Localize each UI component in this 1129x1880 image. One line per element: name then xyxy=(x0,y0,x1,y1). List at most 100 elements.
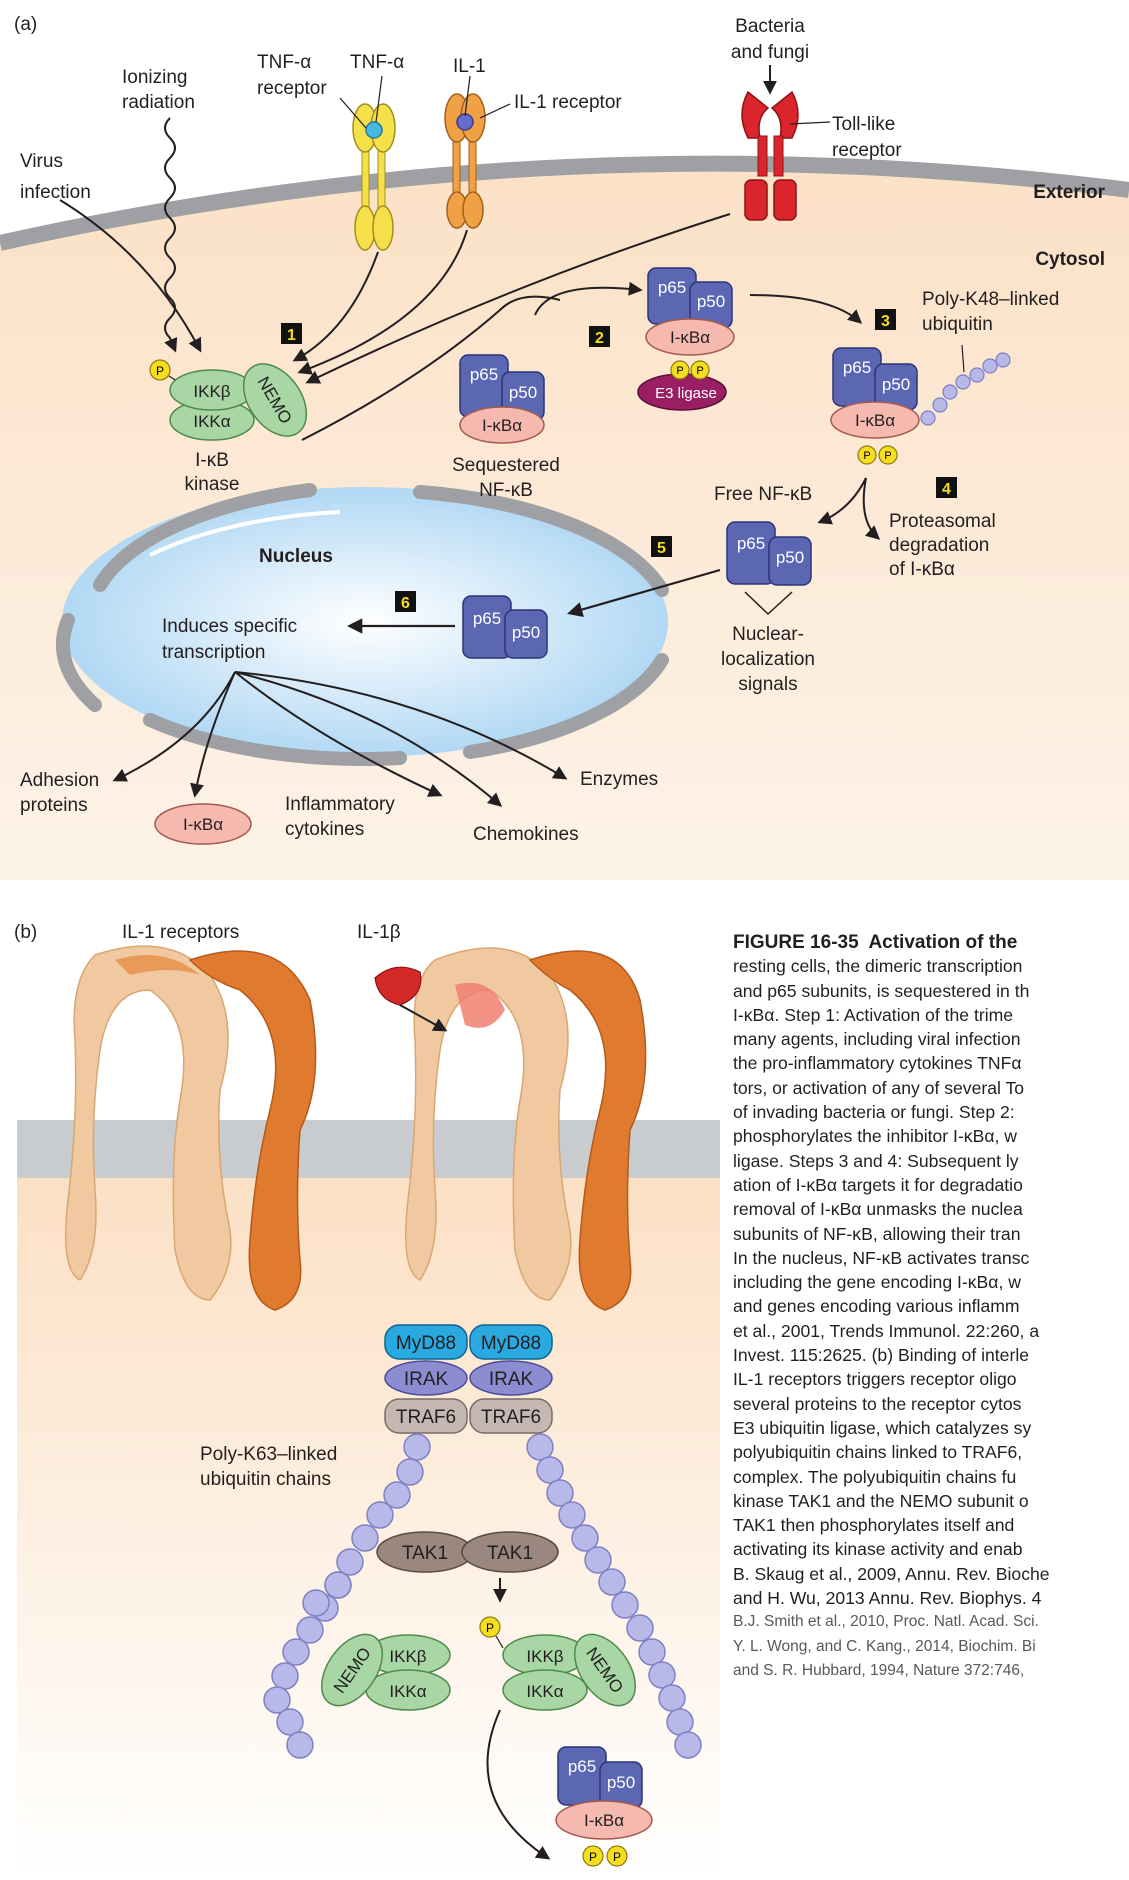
ubiquitin-bead xyxy=(383,1481,411,1509)
enzymes-arrow xyxy=(234,671,568,780)
ikk-beta-label: IKKβ xyxy=(193,382,230,401)
step-3: 3 xyxy=(875,309,896,330)
svg-text:1: 1 xyxy=(287,327,296,344)
svg-text:6: 6 xyxy=(401,595,410,612)
ubiquitin-bead xyxy=(296,1616,324,1644)
caption-reference-line: and S. R. Hubbard, 1994, Nature 372:746, xyxy=(733,1661,1025,1679)
ikk-complex-left: IKKβ IKKα NEMO xyxy=(321,1633,451,1711)
nucleus: Nucleus xyxy=(55,483,669,766)
ikk-complex-right: IKKβ IKKα NEMO P xyxy=(479,1616,636,1711)
svg-text:P: P xyxy=(884,450,891,462)
caption-line: tors, or activation of any of several To xyxy=(733,1077,1025,1098)
ubiquitin-bead xyxy=(648,1661,676,1689)
il1-receptor xyxy=(444,75,511,229)
ubiquitin-bead xyxy=(366,1501,394,1529)
nls-line2: localization xyxy=(721,649,815,670)
toll-arrow xyxy=(305,213,731,384)
degradation-arrow xyxy=(862,477,881,540)
nfkb-ikba-b: p65 p50 I-κBα P P xyxy=(555,1746,653,1867)
panel-a: (a) Exterior Cytosol Nucleus Virus infec… xyxy=(0,14,1129,880)
caption-figure-number: FIGURE 16-35 xyxy=(733,932,859,953)
polyk48-line2: ubiquitin xyxy=(922,314,993,335)
ubiquitin-bead xyxy=(336,1548,364,1576)
il1b-ligand xyxy=(374,966,422,1006)
il1-ligand xyxy=(456,113,474,131)
free-nfkb: p65 p50 Nuclear- localization signals xyxy=(721,521,815,695)
polyk63-line1: Poly-K63–linked xyxy=(200,1444,337,1465)
caption-line: and genes encoding various inflamm xyxy=(733,1296,1020,1317)
adhesion-line1: Adhesion xyxy=(20,770,99,791)
chemokines-arrow xyxy=(234,671,503,807)
caption-reference-line: Y. L. Wong, and C. Kang., 2014, Biochim.… xyxy=(733,1637,1036,1655)
caption-line: Invest. 115:2625. (b) Binding of interle xyxy=(733,1345,1030,1366)
tak1-left-label: TAK1 xyxy=(402,1543,448,1564)
svg-text:p50: p50 xyxy=(882,375,910,394)
svg-text:p65: p65 xyxy=(473,609,501,628)
toll-like-receptor xyxy=(741,65,831,221)
step2-arrow xyxy=(534,281,643,316)
caption-line: resting cells, the dimeric transcription xyxy=(733,956,1023,977)
chemokines-label: Chemokines xyxy=(473,824,579,845)
caption-line: I-κBα. Step 1: Activation of the trime xyxy=(733,1004,1014,1025)
virus-label-line2: infection xyxy=(20,182,91,203)
bacteria-label-line2: and fungi xyxy=(731,42,809,63)
tnf-receptor-label-line2: receptor xyxy=(257,78,327,99)
tak1-right-label: TAK1 xyxy=(487,1543,533,1564)
svg-text:p50: p50 xyxy=(776,548,804,567)
ubiquitin-bead xyxy=(351,1524,379,1552)
proteasomal-line1: Proteasomal xyxy=(889,511,996,532)
traf6-pair: TRAF6 TRAF6 xyxy=(384,1398,553,1434)
ikk-alpha-label: IKKα xyxy=(193,412,230,431)
ubiquitin-bead xyxy=(598,1568,626,1596)
panel-b-tag: (b) xyxy=(14,922,37,943)
figure-caption: FIGURE 16-35 Activation of the resting c… xyxy=(733,930,1129,1683)
ubiquitin-bead xyxy=(276,1708,304,1736)
caption-line: and p65 subunits, is sequestered in th xyxy=(733,980,1030,1001)
ubiquitin-bead xyxy=(674,1731,702,1759)
polyk63-line2: ubiquitin chains xyxy=(200,1469,331,1490)
cytosol-label: Cytosol xyxy=(1035,249,1105,270)
svg-text:I-κBα: I-κBα xyxy=(855,411,895,430)
adhesion-arrow xyxy=(112,671,236,782)
panel-b: (b) IL-1 receptors IL-1β MyD88 MyD88 xyxy=(14,922,720,1880)
ubiquitin-bead xyxy=(263,1686,291,1714)
ikk-to-nfkb-arrow xyxy=(301,295,561,441)
sequestered-line1: Sequestered xyxy=(452,455,560,476)
ikk-complex: IKKβ IKKα NEMO P I-κB kinase xyxy=(149,359,308,495)
virus-label-line1: Virus xyxy=(20,151,63,172)
ubiquitin-bead xyxy=(658,1684,686,1712)
svg-text:4: 4 xyxy=(942,481,951,498)
phospho-nfkb-e3: E3 ligase p65 p50 I-κBα P P xyxy=(637,267,735,411)
sequestered-line2: NF-κB xyxy=(479,480,533,501)
poly-k63-ubiquitin-chains xyxy=(263,1433,702,1759)
svg-text:p50: p50 xyxy=(607,1773,635,1792)
adhesion-line2: proteins xyxy=(20,795,88,816)
il1-receptor-left xyxy=(64,945,317,1311)
radiation-wave xyxy=(164,117,178,353)
traf6-right-label: TRAF6 xyxy=(481,1407,541,1428)
phospho-ikk-b xyxy=(479,1616,501,1638)
toll-label-line2: receptor xyxy=(832,140,902,161)
step-1: 1 xyxy=(281,323,302,344)
enzymes-label: Enzymes xyxy=(580,769,658,790)
toll-label-line1: Toll-like xyxy=(832,114,895,135)
virus-arrow xyxy=(59,199,202,353)
caption-line: several proteins to the receptor cytos xyxy=(733,1393,1022,1414)
il1-receptor-right xyxy=(374,947,647,1311)
caption-line: et al., 2001, Trends Immunol. 22:260, a xyxy=(733,1320,1040,1341)
ubiquitin-bead xyxy=(571,1524,599,1552)
ubiquitin-bead xyxy=(282,1638,310,1666)
caption-line: phosphorylates the inhibitor I-κBα, w xyxy=(733,1126,1017,1147)
tnf-ligand xyxy=(365,121,383,139)
inflammatory-arrow xyxy=(234,671,443,797)
il1-receptors-label: IL-1 receptors xyxy=(122,922,239,943)
caption-line: and H. Wu, 2013 Annu. Rev. Biophys. 4 xyxy=(733,1588,1042,1609)
caption-line: ligase. Steps 3 and 4: Subsequent ly xyxy=(733,1150,1019,1171)
svg-text:p65: p65 xyxy=(568,1757,596,1776)
nls-line1: Nuclear- xyxy=(732,624,804,645)
tak1-pair: TAK1 TAK1 xyxy=(376,1531,559,1573)
step-6: 6 xyxy=(395,591,416,612)
ubiquitin-bead xyxy=(396,1458,424,1486)
induces-line2: transcription xyxy=(162,642,266,663)
